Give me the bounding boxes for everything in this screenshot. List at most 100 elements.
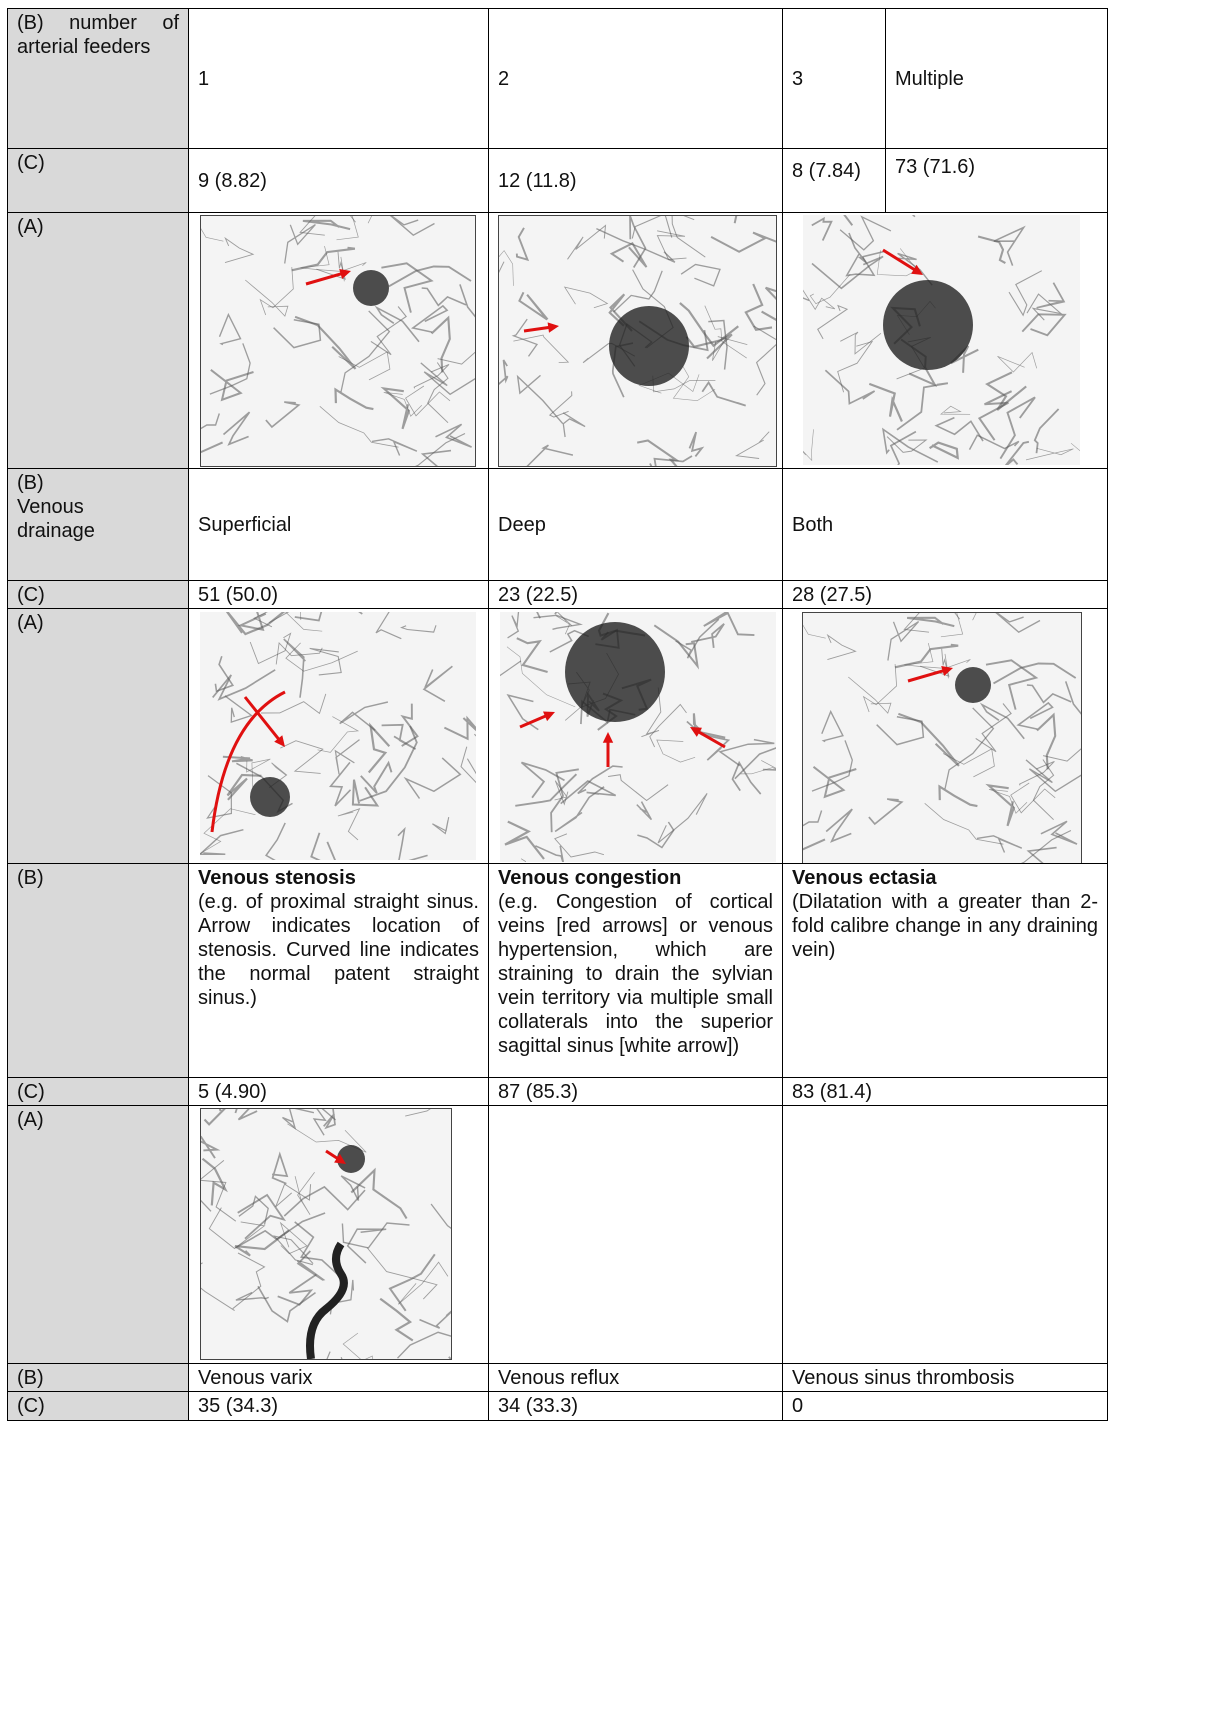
label-cell: (B) — [7, 863, 189, 1078]
image-detail — [711, 233, 777, 252]
image-detail — [994, 664, 1076, 684]
image-detail — [827, 635, 855, 659]
image-detail — [283, 1108, 314, 1128]
cell-text: 5 (4.90) — [198, 1081, 267, 1103]
image-detail — [213, 670, 276, 699]
image-detail — [802, 612, 826, 638]
cell-text: Deep — [498, 513, 546, 537]
cell: Venous varix — [188, 1363, 489, 1392]
image-detail — [1026, 448, 1073, 460]
image-detail — [387, 215, 434, 235]
label-cell: (A) — [7, 1105, 189, 1364]
image-detail — [384, 388, 409, 429]
label-cell: (B) — [7, 1363, 189, 1392]
image-detail — [977, 836, 1022, 853]
image-detail — [286, 643, 358, 671]
image-detail — [1018, 703, 1052, 729]
cell: Venous reflux — [488, 1363, 783, 1392]
image-detail — [826, 809, 852, 841]
image-detail — [200, 414, 219, 446]
image-detail — [215, 656, 232, 691]
cell-heading: Venous ectasia — [792, 866, 1098, 890]
image-detail — [438, 345, 476, 369]
image-detail — [250, 777, 290, 817]
image-detail — [224, 412, 250, 444]
image-detail — [989, 785, 1014, 826]
cell-text: (A) — [17, 1109, 44, 1131]
image-detail — [818, 306, 847, 339]
image-detail — [261, 694, 326, 714]
image-detail — [803, 286, 835, 309]
image-detail — [694, 713, 725, 737]
image-detail — [1041, 821, 1077, 844]
image-detail — [869, 799, 902, 824]
image-detail — [295, 317, 355, 369]
cell-text: (C) — [17, 1081, 45, 1103]
image-detail — [200, 1263, 235, 1311]
image-detail — [225, 238, 253, 262]
image-detail — [1022, 314, 1064, 335]
image-detail — [941, 406, 970, 414]
red-arrow — [306, 269, 351, 284]
image-detail — [200, 1188, 211, 1214]
image-detail — [1011, 783, 1055, 813]
image-detail — [762, 288, 777, 327]
image-detail — [982, 705, 1024, 739]
cell-text: 34 (33.3) — [498, 1395, 578, 1417]
image-detail — [341, 311, 389, 392]
image-detail — [431, 1204, 452, 1262]
image-detail — [518, 375, 563, 423]
image-detail — [869, 384, 902, 422]
image-detail — [336, 390, 374, 410]
image-detail — [925, 803, 1004, 844]
image-detail — [1035, 409, 1059, 453]
image-detail — [284, 639, 306, 698]
image-detail — [1043, 742, 1082, 766]
image-detail — [272, 1154, 287, 1184]
image-detail — [335, 740, 359, 775]
cell: 35 (34.3) — [188, 1391, 489, 1421]
image-detail — [467, 734, 476, 775]
image-detail — [235, 1108, 259, 1120]
cell: 83 (81.4) — [782, 1077, 1108, 1106]
image-detail — [498, 248, 513, 286]
cell-text: Both — [792, 513, 833, 537]
image-detail — [340, 702, 388, 730]
image-detail — [609, 306, 689, 386]
cell-text: 1 — [198, 67, 209, 91]
image-detail — [406, 758, 461, 799]
image-detail — [955, 667, 991, 703]
image-detail — [517, 228, 528, 260]
image-detail — [424, 666, 452, 701]
red-arrow — [520, 712, 555, 728]
image-detail — [658, 793, 707, 843]
label-cell: (B) Venous drainage — [7, 468, 189, 581]
cell-heading: Venous congestion — [498, 866, 773, 890]
image-detail — [565, 622, 665, 722]
image-detail — [372, 439, 417, 456]
image-detail — [341, 1176, 365, 1201]
image-detail — [513, 335, 568, 363]
image-detail — [840, 332, 881, 354]
image-detail — [1066, 681, 1082, 728]
image-detail — [637, 802, 652, 820]
image-detail — [200, 1137, 217, 1158]
image-detail — [406, 386, 450, 416]
image-detail — [200, 215, 223, 241]
image-detail — [275, 1236, 314, 1265]
cell: 9 (8.82) — [188, 148, 489, 213]
cell: 12 (11.8) — [488, 148, 783, 213]
angiogram-image — [200, 1108, 452, 1360]
image-detail — [840, 217, 891, 250]
image-detail — [280, 612, 323, 631]
cell: Multiple — [885, 8, 1108, 149]
cell-text: (e.g. of proximal straight sinus. Arrow … — [198, 891, 479, 1009]
cell: 28 (27.5) — [782, 580, 1108, 609]
image-detail — [444, 718, 476, 739]
cell-text: 35 (34.3) — [198, 1395, 278, 1417]
cell: 73 (71.6) — [885, 148, 1108, 213]
image-detail — [1049, 443, 1080, 465]
image-detail — [848, 677, 891, 713]
label-cell: (C) — [7, 580, 189, 609]
image-detail — [802, 839, 825, 853]
